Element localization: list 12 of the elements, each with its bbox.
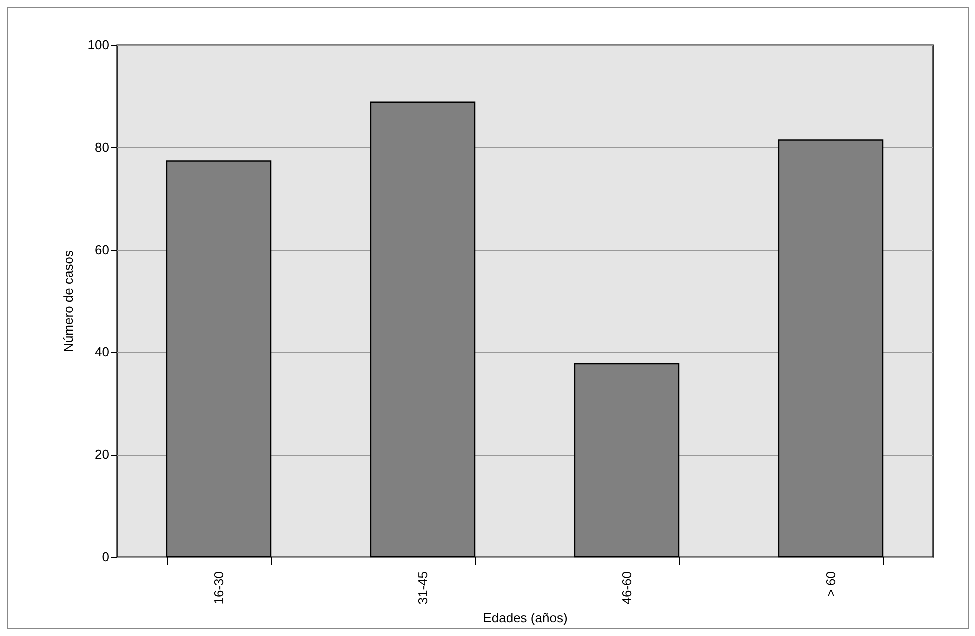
y-tick-label: 60 [95,242,110,258]
x-tick-label: > 60 [824,572,838,598]
x-tick-label: 16-30 [212,572,226,605]
x-tick-label: 46-60 [620,572,634,605]
y-tick-label: 40 [95,344,110,360]
y-tick-label: 100 [88,38,110,52]
x-axis-title: Edades (años) [483,610,568,626]
y-axis-title: Número de casos [60,250,76,352]
y-tick-label: 20 [95,447,110,462]
x-tick-label: 31-45 [416,572,430,605]
y-tick-label: 0 [102,550,110,564]
y-tick-label: 80 [95,140,110,155]
